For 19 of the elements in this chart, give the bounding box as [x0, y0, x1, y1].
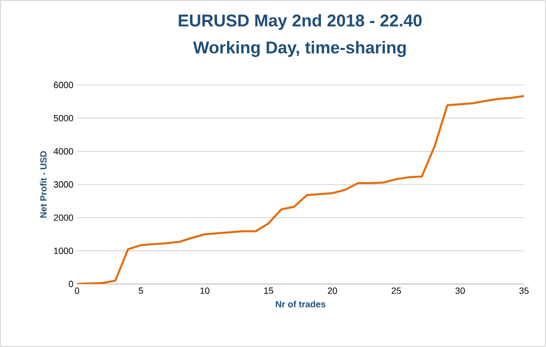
x-tick-label: 25 [392, 288, 401, 294]
x-tick-label: 35 [519, 288, 529, 294]
chart-title: EURUSD May 2nd 2018 - 22.40 [178, 14, 422, 30]
x-tick-label: 20 [328, 288, 338, 294]
x-axis-title: Nr of trades [276, 300, 326, 308]
y-tick-label: 3000 [54, 181, 74, 188]
x-tick-label: 15 [264, 288, 274, 294]
y-tick-label: 0 [68, 280, 74, 288]
x-tick-label: 5 [138, 288, 143, 294]
chart-subtitle: Working Day, time-sharing [193, 41, 406, 57]
x-tick-label: 30 [455, 288, 465, 294]
y-tick-label: 6000 [54, 82, 74, 88]
y-tick-label: 4000 [54, 148, 74, 155]
y-tick-label: 5000 [54, 114, 74, 122]
y-tick-label: 1000 [54, 248, 74, 254]
x-tick-label: 10 [200, 288, 210, 294]
y-tick-label: 2000 [54, 214, 74, 221]
y-axis-title: Net Profit - USD [40, 151, 47, 218]
x-tick-label: 0 [74, 288, 80, 294]
